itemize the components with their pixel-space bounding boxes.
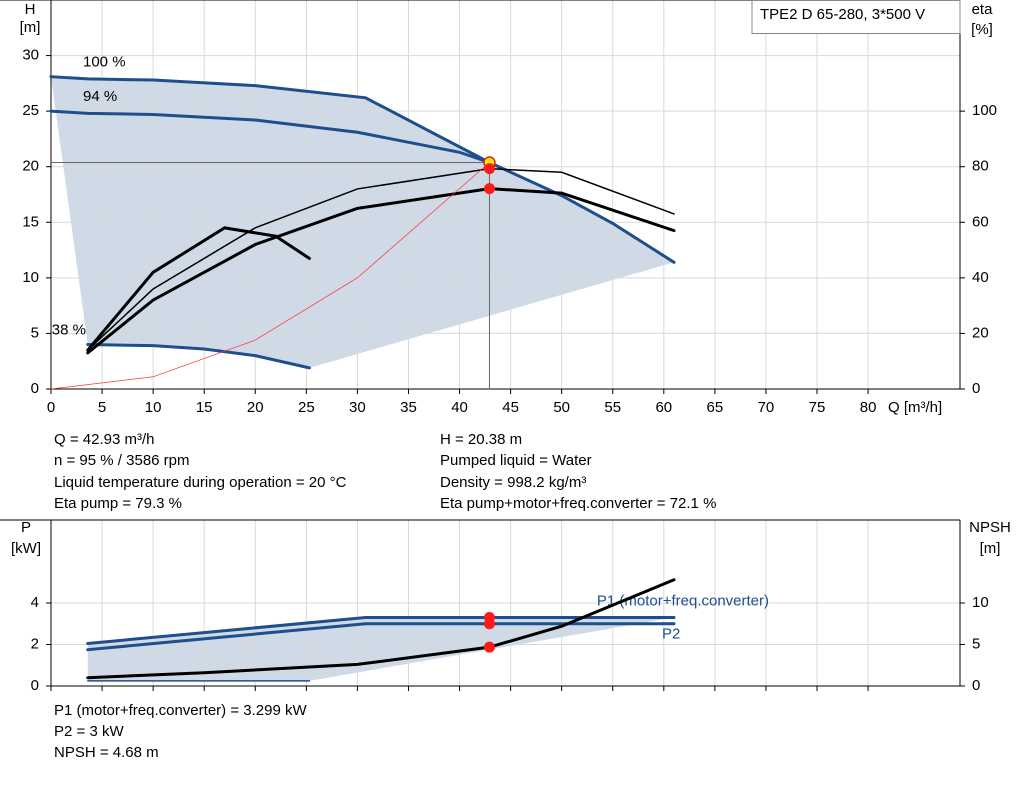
curve xyxy=(49,75,491,164)
y2-axis-label: NPSH xyxy=(969,519,1011,536)
operating-range xyxy=(87,617,675,681)
y-axis-label: H xyxy=(25,1,36,18)
y2-tick-label: 10 xyxy=(972,594,989,611)
series-label: 94 % xyxy=(83,88,117,105)
series-label: 100 % xyxy=(83,54,126,71)
x-tick-label: 35 xyxy=(400,399,417,416)
x-tick-label: 45 xyxy=(502,399,519,416)
title-box xyxy=(751,0,961,34)
y-tick-label: 30 xyxy=(22,47,39,64)
x-tick-label: 30 xyxy=(349,399,366,416)
curve xyxy=(86,578,676,680)
x-tick-label: 55 xyxy=(604,399,621,416)
series-label: 38 % xyxy=(52,322,86,339)
info-text: n = 95 % / 3586 rpm xyxy=(54,452,190,469)
y-tick-label: 0 xyxy=(31,380,39,397)
curve xyxy=(49,109,676,264)
y2-tick-label: 20 xyxy=(972,324,989,341)
x-tick-label: 75 xyxy=(809,399,826,416)
x-tick-label: 5 xyxy=(98,399,106,416)
curve xyxy=(86,226,311,352)
x-tick-label: 80 xyxy=(860,399,877,416)
info-text: NPSH = 4.68 m xyxy=(54,744,159,761)
y-tick-label: 2 xyxy=(31,635,39,652)
info-text: Pumped liquid = Water xyxy=(440,452,592,469)
y2-tick-label: 5 xyxy=(972,635,980,652)
x-tick-label: 65 xyxy=(707,399,724,416)
y2-tick-label: 40 xyxy=(972,269,989,286)
y2-tick-label: 60 xyxy=(972,213,989,230)
y-tick-label: 20 xyxy=(22,158,39,175)
y2-axis-unit: [%] xyxy=(971,21,993,38)
x-tick-label: 50 xyxy=(553,399,570,416)
operating-point xyxy=(483,163,495,175)
x-tick-label: 25 xyxy=(298,399,315,416)
series-label: P1 (motor+freq.converter) xyxy=(597,592,769,609)
info-text: P2 = 3 kW xyxy=(54,723,124,740)
info-text: P1 (motor+freq.converter) = 3.299 kW xyxy=(54,702,307,719)
y2-axis-label: eta xyxy=(972,1,994,18)
x-tick-label: 15 xyxy=(196,399,213,416)
y-tick-label: 15 xyxy=(22,213,39,230)
operating-point xyxy=(483,641,495,653)
operating-point xyxy=(483,618,495,630)
y-tick-label: 4 xyxy=(31,594,39,611)
x-axis-label: Q [m³/h] xyxy=(888,399,942,416)
x-tick-label: 20 xyxy=(247,399,264,416)
info-text: Q = 42.93 m³/h xyxy=(54,431,154,448)
y-axis-unit: [m] xyxy=(20,19,41,36)
x-tick-label: 70 xyxy=(758,399,775,416)
x-tick-label: 10 xyxy=(145,399,162,416)
curve xyxy=(86,343,311,370)
info-text: Eta pump+motor+freq.converter = 72.1 % xyxy=(440,495,716,512)
y-tick-label: 25 xyxy=(22,102,39,119)
curve xyxy=(86,622,676,652)
y-tick-label: 10 xyxy=(22,269,39,286)
y2-axis-unit: [m] xyxy=(980,540,1001,557)
y2-tick-label: 0 xyxy=(972,677,980,694)
curve xyxy=(87,167,675,351)
series-label: P2 xyxy=(662,626,680,643)
x-tick-label: 0 xyxy=(47,399,55,416)
x-tick-label: 60 xyxy=(655,399,672,416)
y2-tick-label: 80 xyxy=(972,158,989,175)
operating-point xyxy=(483,183,495,195)
info-text: H = 20.38 m xyxy=(440,431,522,448)
y-axis-label: P xyxy=(21,519,31,536)
info-text: Density = 998.2 kg/m³ xyxy=(440,474,586,491)
y-tick-label: 0 xyxy=(31,677,39,694)
curve xyxy=(86,187,676,355)
y-tick-label: 5 xyxy=(31,324,39,341)
curve xyxy=(50,162,490,390)
chart-title: TPE2 D 65-280, 3*500 V xyxy=(760,6,925,23)
info-text: Liquid temperature during operation = 20… xyxy=(54,474,347,491)
x-tick-label: 40 xyxy=(451,399,468,416)
x-label-bg xyxy=(884,396,954,418)
y2-tick-label: 100 xyxy=(972,102,997,119)
y2-tick-label: 0 xyxy=(972,380,980,397)
y-axis-unit: [kW] xyxy=(11,540,41,557)
info-text: Eta pump = 79.3 % xyxy=(54,495,182,512)
